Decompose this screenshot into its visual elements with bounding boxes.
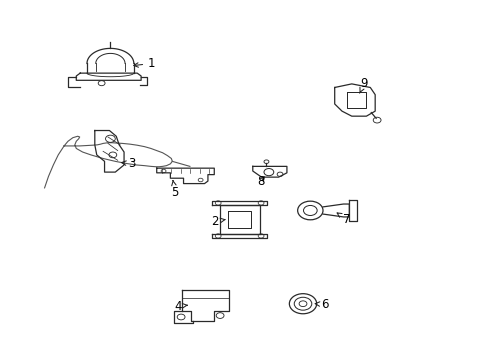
- Text: 3: 3: [122, 157, 136, 170]
- Text: 9: 9: [359, 77, 367, 93]
- Text: 4: 4: [174, 300, 187, 313]
- Text: 7: 7: [336, 213, 350, 226]
- Text: 8: 8: [256, 175, 264, 188]
- Text: 5: 5: [171, 180, 179, 199]
- Text: 6: 6: [314, 298, 328, 311]
- Text: 1: 1: [134, 57, 155, 70]
- Text: 2: 2: [211, 215, 224, 228]
